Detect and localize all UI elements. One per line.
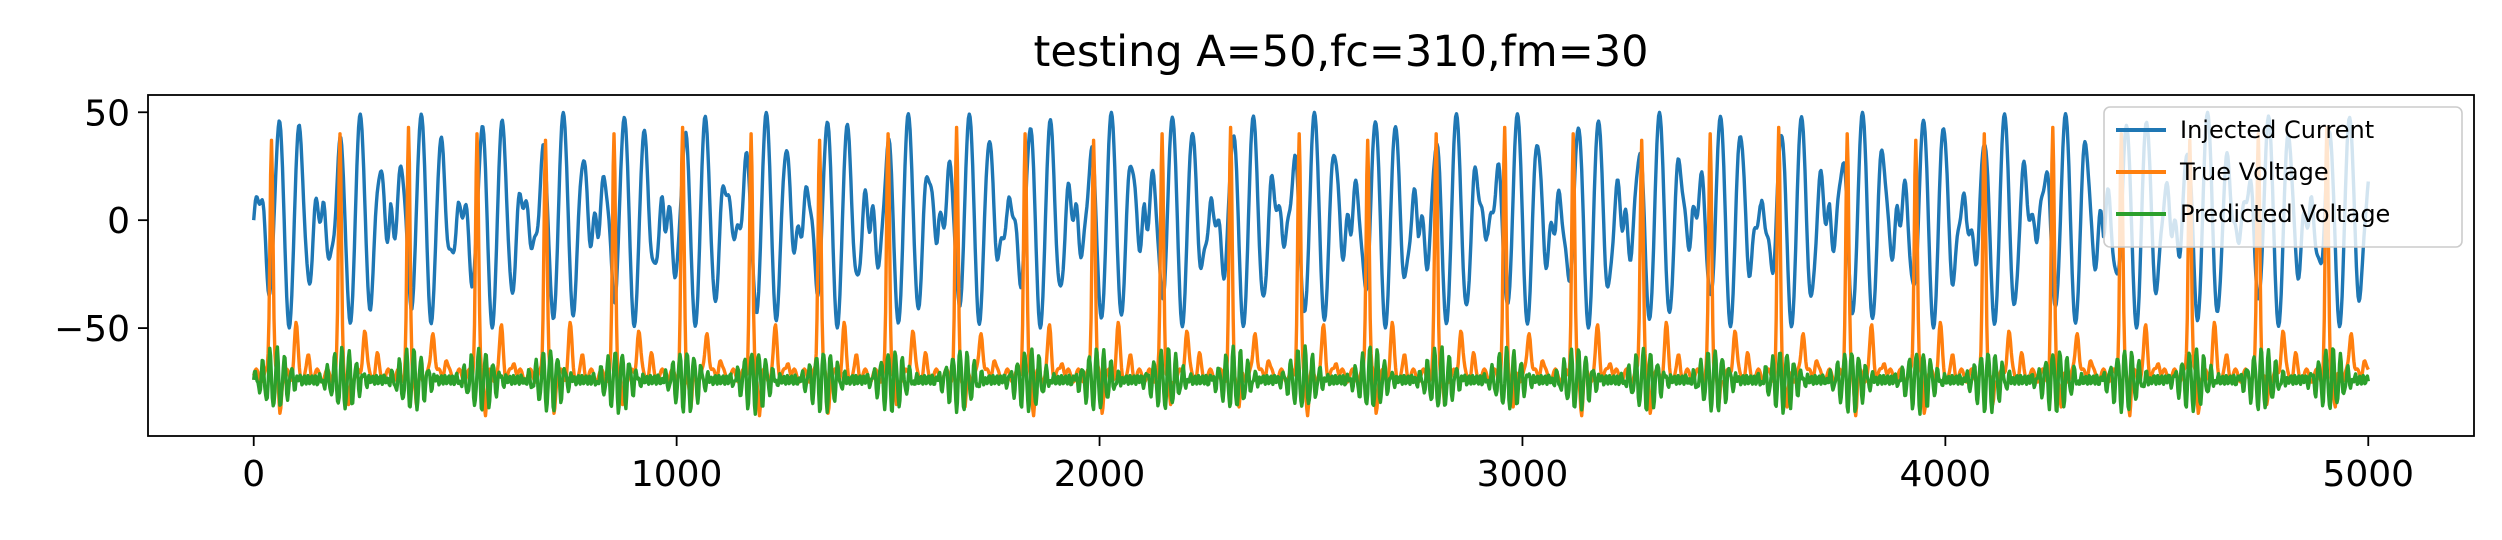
x-tick-label: 4000	[1900, 454, 1992, 495]
y-tick-label: 0	[107, 201, 130, 242]
x-tick-label: 1000	[631, 454, 723, 495]
legend-label: True Voltage	[2179, 158, 2329, 186]
x-axis: 0 1000 2000 3000 4000 5000	[242, 436, 2414, 495]
chart-title: testing A=50,fc=310,fm=30	[1034, 27, 1649, 77]
series-line-3	[252, 344, 2370, 416]
series-layer	[252, 110, 2370, 418]
y-tick-label: −50	[54, 309, 130, 350]
plot-frame	[147, 94, 2475, 437]
x-tick-label: 3000	[1477, 454, 1569, 495]
series-line-1	[252, 110, 2370, 330]
legend-label: Injected Current	[2180, 116, 2374, 144]
y-tick-label: 50	[84, 93, 130, 134]
x-tick-label: 5000	[2322, 454, 2414, 495]
legend-box	[2103, 106, 2463, 248]
x-tick-label: 0	[242, 454, 265, 495]
x-tick-label: 2000	[1054, 454, 1146, 495]
y-axis: 50 0 −50	[54, 93, 148, 350]
legend-label: Predicted Voltage	[2180, 200, 2390, 228]
legend: Injected Current True Voltage Predicted Vo…	[2103, 106, 2463, 248]
